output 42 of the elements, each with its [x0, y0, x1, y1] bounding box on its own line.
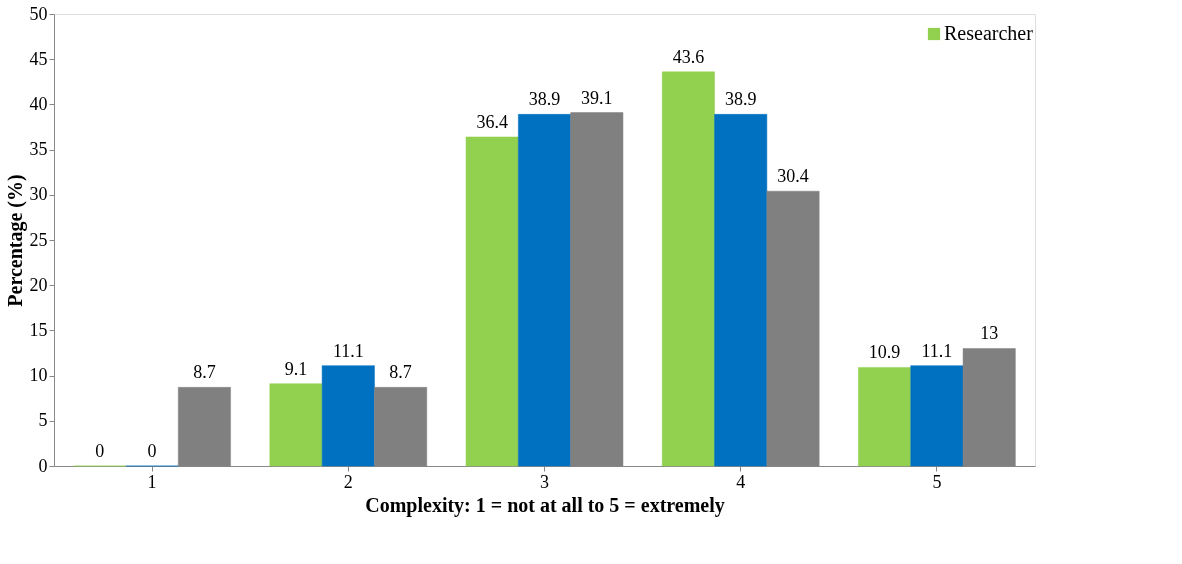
data-label: 10.9 — [868, 342, 901, 363]
data-label: 0 — [95, 441, 105, 461]
x-axis-title: Complexity: 1 = not at all to 5 = extremely — [365, 493, 725, 517]
y-tick-label: 25 — [29, 229, 48, 250]
x-tick-label: 4 — [736, 471, 746, 492]
y-tick-label: 35 — [29, 139, 48, 160]
bar — [910, 365, 964, 467]
x-tick-label: 2 — [343, 471, 353, 492]
y-tick-label: 50 — [29, 3, 48, 24]
data-label: 43.6 — [672, 46, 705, 67]
y-tick-label: 0 — [38, 455, 48, 476]
data-label: 30.4 — [777, 166, 809, 187]
x-tick-label: 1 — [147, 471, 157, 492]
legend-label: Researcher — [944, 22, 1034, 44]
y-tick-label: 40 — [29, 93, 48, 114]
data-label: 11.1 — [921, 340, 953, 361]
data-label: 39.1 — [581, 87, 613, 108]
data-label: 9.1 — [284, 358, 308, 379]
y-tick-label: 30 — [29, 184, 48, 205]
data-label: 13 — [980, 323, 999, 344]
y-tick-label: 45 — [29, 48, 48, 69]
x-tick-label: 3 — [540, 471, 549, 492]
y-tick-label: 5 — [38, 410, 48, 431]
y-tick-label: 15 — [29, 319, 48, 340]
data-label: 38.9 — [528, 89, 561, 110]
bar — [858, 367, 911, 467]
data-label: 38.9 — [724, 89, 757, 110]
data-label: 8.7 — [389, 362, 412, 383]
y-tick-label: 10 — [29, 365, 48, 386]
bar — [661, 71, 715, 467]
data-label: 11.1 — [332, 340, 364, 361]
x-tick-label: 5 — [932, 471, 942, 492]
y-axis-title: Percentage (%) — [3, 174, 27, 307]
bar — [321, 365, 375, 467]
data-label: 36.4 — [476, 111, 508, 132]
bar — [269, 383, 323, 467]
data-label: 8.7 — [193, 362, 216, 383]
y-tick-label: 20 — [29, 274, 48, 295]
bar — [714, 114, 768, 467]
data-label: 0 — [147, 441, 157, 461]
bar — [518, 114, 571, 467]
bar — [465, 136, 519, 467]
